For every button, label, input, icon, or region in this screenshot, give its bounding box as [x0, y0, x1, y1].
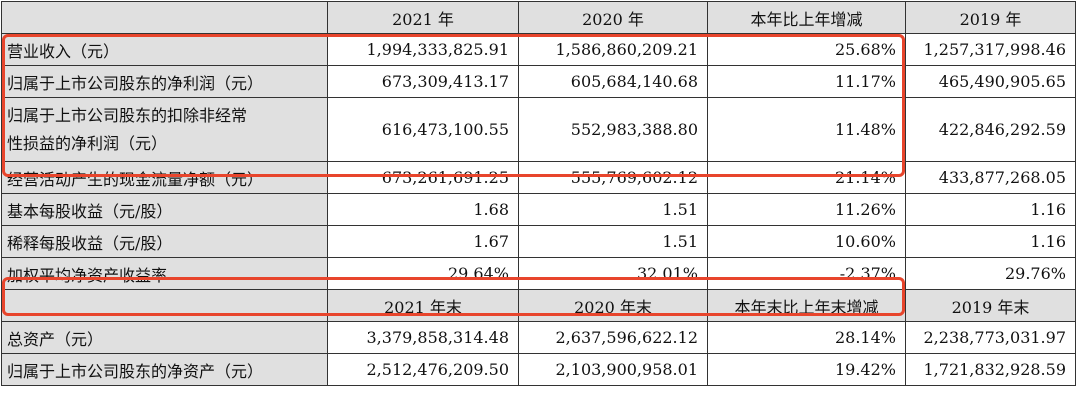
cell-value: 1.67 — [327, 225, 519, 258]
cell-value: 673,309,413.17 — [327, 65, 519, 98]
cell-value: 616,473,100.55 — [327, 97, 519, 162]
cell-value: 1,994,333,825.91 — [327, 33, 519, 66]
header-2019-end: 2019 年末 — [905, 289, 1076, 322]
cell-value: 605,684,140.68 — [518, 65, 708, 98]
header-2020-end: 2020 年末 — [518, 289, 708, 322]
cell-value: 1.68 — [327, 193, 519, 226]
cell-change: 19.42% — [707, 353, 906, 386]
table-row: 经营活动产生的现金流量净额（元） 673,261,691.25 555,769,… — [1, 161, 1076, 194]
cell-change: 11.26% — [707, 193, 906, 226]
cell-value: 433,877,268.05 — [905, 161, 1076, 194]
cell-change: 10.60% — [707, 225, 906, 258]
table-row: 归属于上市公司股东的扣除非经常 性损益的净利润（元） 616,473,100.5… — [1, 97, 1076, 162]
cell-value: 29.64% — [327, 257, 519, 290]
table-row: 营业收入（元） 1,994,333,825.91 1,586,860,209.2… — [1, 33, 1076, 66]
cell-value: 2,103,900,958.01 — [518, 353, 708, 386]
cell-change: 21.14% — [707, 161, 906, 194]
cell-value: 1,721,832,928.59 — [905, 353, 1076, 386]
header-2019: 2019 年 — [905, 1, 1076, 34]
cell-value: 555,769,602.12 — [518, 161, 708, 194]
cell-value: 1.51 — [518, 225, 708, 258]
header-change-end: 本年末比上年末增减 — [707, 289, 906, 322]
table-row: 加权平均净资产收益率 29.64% 32.01% -2.37% 29.76% — [1, 257, 1076, 290]
row-label-line: 归属于上市公司股东的扣除非经常 — [7, 105, 248, 125]
header-cell-empty — [1, 1, 328, 34]
cell-change: 11.17% — [707, 65, 906, 98]
cell-value: 422,846,292.59 — [905, 97, 1076, 162]
cell-value: 465,490,905.65 — [905, 65, 1076, 98]
table-row: 基本每股收益（元/股） 1.68 1.51 11.26% 1.16 — [1, 193, 1076, 226]
row-label-net-assets: 归属于上市公司股东的净资产（元） — [1, 353, 328, 386]
cell-value: 1,257,317,998.46 — [905, 33, 1076, 66]
cell-value: 552,983,388.80 — [518, 97, 708, 162]
header-cell-empty — [1, 289, 328, 322]
cell-value: 1,586,860,209.21 — [518, 33, 708, 66]
table-row: 归属于上市公司股东的净资产（元） 2,512,476,209.50 2,103,… — [1, 353, 1076, 386]
row-label-total-assets: 总资产（元） — [1, 321, 328, 354]
row-label-diluted-eps: 稀释每股收益（元/股） — [1, 225, 328, 258]
cell-value: 673,261,691.25 — [327, 161, 519, 194]
row-label-net-profit: 归属于上市公司股东的净利润（元） — [1, 65, 328, 98]
cell-value: 1.16 — [905, 193, 1076, 226]
header-2021: 2021 年 — [327, 1, 519, 34]
cell-value: 29.76% — [905, 257, 1076, 290]
cell-value: 2,637,596,622.12 — [518, 321, 708, 354]
cell-value: 32.01% — [518, 257, 708, 290]
row-label-basic-eps: 基本每股收益（元/股） — [1, 193, 328, 226]
cell-change: 28.14% — [707, 321, 906, 354]
table-header-row: 2021 年末 2020 年末 本年末比上年末增减 2019 年末 — [1, 289, 1076, 322]
cell-value: 1.51 — [518, 193, 708, 226]
row-label-roe: 加权平均净资产收益率 — [1, 257, 328, 290]
table-header-row: 2021 年 2020 年 本年比上年增减 2019 年 — [1, 1, 1076, 34]
header-2020: 2020 年 — [518, 1, 708, 34]
financial-summary-table: 2021 年 2020 年 本年比上年增减 2019 年 营业收入（元） 1,9… — [1, 1, 1076, 386]
row-label-cash-flow: 经营活动产生的现金流量净额（元） — [1, 161, 328, 194]
table-row: 归属于上市公司股东的净利润（元） 673,309,413.17 605,684,… — [1, 65, 1076, 98]
cell-change: 11.48% — [707, 97, 906, 162]
cell-value: 3,379,858,314.48 — [327, 321, 519, 354]
table-row: 总资产（元） 3,379,858,314.48 2,637,596,622.12… — [1, 321, 1076, 354]
header-change: 本年比上年增减 — [707, 1, 906, 34]
header-2021-end: 2021 年末 — [327, 289, 519, 322]
row-label-revenue: 营业收入（元） — [1, 33, 328, 66]
cell-value: 1.16 — [905, 225, 1076, 258]
cell-change: -2.37% — [707, 257, 906, 290]
row-label-net-profit-deducted: 归属于上市公司股东的扣除非经常 性损益的净利润（元） — [1, 97, 328, 162]
cell-value: 2,238,773,031.97 — [905, 321, 1076, 354]
table-row: 稀释每股收益（元/股） 1.67 1.51 10.60% 1.16 — [1, 225, 1076, 258]
cell-change: 25.68% — [707, 33, 906, 66]
cell-value: 2,512,476,209.50 — [327, 353, 519, 386]
row-label-line: 性损益的净利润（元） — [7, 133, 168, 153]
